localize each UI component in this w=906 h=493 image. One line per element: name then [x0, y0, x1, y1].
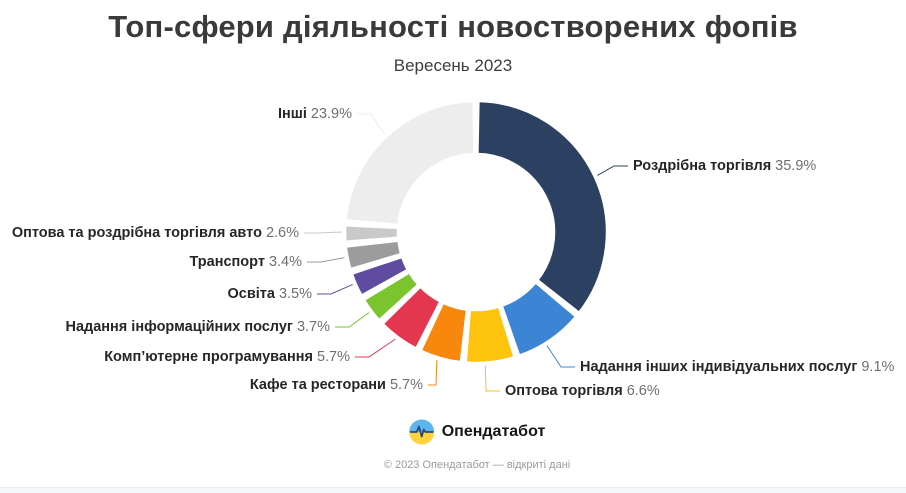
- slice-label-3: Кафе та ресторани 5.7%: [250, 376, 423, 394]
- slice-label-1: Надання інших індивідуальних послуг 9.1%: [580, 358, 894, 376]
- brand-name: Опендатабот: [441, 423, 546, 440]
- slice-label-pct: 5.7%: [316, 349, 350, 365]
- slice-leader-line-5: [335, 312, 370, 328]
- logo-pulse-line: [409, 425, 434, 438]
- slice-label-name: Надання інших індивідуальних послуг: [580, 359, 858, 375]
- slice-label-pct: 6.6%: [626, 383, 660, 399]
- donut-slice-3[interactable]: [419, 301, 469, 364]
- donut-slice-0[interactable]: [476, 99, 609, 315]
- logo-flag-top: [409, 419, 435, 432]
- slice-leader-line-4: [355, 338, 396, 358]
- page-title: Топ-сфери діяльності новостворених фопів: [108, 9, 798, 44]
- footer-brand: Опендатабот: [409, 419, 546, 445]
- slice-leader-line-7: [307, 257, 345, 263]
- slice-label-pct: 23.9%: [310, 106, 352, 122]
- slice-label-name: Кафе та ресторани: [249, 377, 386, 393]
- donut-slice-5[interactable]: [362, 271, 420, 322]
- slice-label-0: Роздрібна торгівля 35.9%: [633, 157, 816, 175]
- bottom-bar: [0, 487, 906, 493]
- slice-label-name: Оптова та роздрібна торгівля авто: [11, 225, 262, 241]
- slice-leader-line-9: [357, 113, 386, 135]
- slice-label-name: Комп’ютерне програмування: [104, 349, 313, 365]
- slice-label-pct: 3.5%: [278, 286, 312, 302]
- slice-label-pct: 35.9%: [775, 158, 817, 174]
- slice-label-5: Надання інформаційних послуг 3.7%: [65, 318, 330, 336]
- slice-label-9: Інші 23.9%: [278, 105, 352, 123]
- slice-label-pct: 5.7%: [389, 377, 423, 393]
- slice-label-pct: 9.1%: [861, 359, 895, 375]
- page-subtitle: Вересень 2023: [393, 56, 513, 75]
- slice-label-pct: 3.7%: [296, 319, 330, 335]
- slice-label-7: Транспорт 3.4%: [190, 253, 303, 271]
- donut-slice-2[interactable]: [464, 305, 516, 365]
- slice-leader-line-0: [597, 165, 628, 176]
- donut-slice-6[interactable]: [350, 255, 410, 297]
- donut-slice-7[interactable]: [344, 239, 403, 271]
- slice-label-name: Транспорт: [189, 254, 265, 270]
- slice-label-name: Надання інформаційних послуг: [65, 319, 293, 335]
- slice-leader-line-8: [304, 231, 343, 234]
- slice-label-2: Оптова торгівля 6.6%: [505, 382, 660, 400]
- slice-label-4: Комп’ютерне програмування 5.7%: [104, 348, 350, 366]
- slice-leader-line-1: [546, 345, 575, 368]
- slice-leader-line-3: [428, 360, 438, 386]
- slice-label-name: Освіта: [227, 286, 275, 302]
- slice-label-name: Роздрібна торгівля: [633, 158, 772, 174]
- slice-label-pct: 2.6%: [265, 225, 299, 241]
- opendatabot-logo-icon: [409, 419, 435, 445]
- donut-slice-8[interactable]: [343, 223, 400, 243]
- slice-leader-line-6: [317, 283, 353, 295]
- slice-label-8: Оптова та роздрібна торгівля авто 2.6%: [12, 224, 299, 242]
- logo-flag-bottom: [409, 432, 435, 445]
- copyright-text: © 2023 Опендатабот — відкриті дані: [383, 459, 571, 471]
- slice-label-pct: 3.4%: [268, 254, 302, 270]
- donut-slice-1[interactable]: [500, 281, 578, 357]
- slice-label-name: Оптова торгівля: [505, 383, 623, 399]
- donut-slice-4[interactable]: [381, 285, 442, 350]
- slice-leader-line-2: [484, 365, 500, 392]
- slice-label-name: Інші: [277, 106, 307, 122]
- donut-slice-9[interactable]: [344, 99, 476, 227]
- slice-label-6: Освіта 3.5%: [227, 285, 312, 303]
